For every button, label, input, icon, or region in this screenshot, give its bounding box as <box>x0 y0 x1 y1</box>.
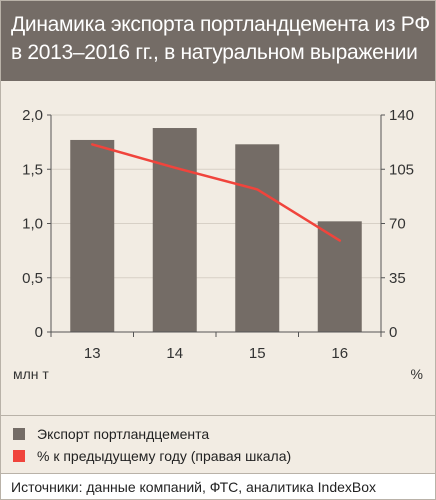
left-tick-label: 1,0 <box>22 216 43 233</box>
x-tick-label-14: 14 <box>166 345 183 362</box>
chart-header: Динамика экспорта портландцемента из РФ … <box>1 1 435 81</box>
legend-label-bars: Экспорт портландцемента <box>37 426 210 442</box>
legend-swatch-line <box>13 450 25 462</box>
bar-16 <box>317 221 362 332</box>
bar-15 <box>235 144 280 332</box>
right-tick-label: 140 <box>389 107 414 124</box>
x-tick-label-13: 13 <box>84 345 101 362</box>
x-tick-label-16: 16 <box>331 345 348 362</box>
left-tick-label: 0 <box>35 324 43 341</box>
left-tick-label: 2,0 <box>22 107 43 124</box>
right-tick-label: 35 <box>389 270 406 287</box>
legend-label-line: % к предыдущему году (правая шкала) <box>37 448 292 464</box>
legend-item-line: % к предыдущему году (правая шкала) <box>13 447 291 465</box>
chart-title-line-2: в 2013–2016 гг., в натуральном выражении <box>11 41 418 64</box>
percent-change-line <box>91 143 342 242</box>
legend-swatch-bars <box>13 428 25 440</box>
source-note: Источники: данные компаний, ФТС, аналити… <box>1 473 435 499</box>
right-unit-label: % <box>411 366 423 382</box>
chart-title-line-1: Динамика экспорта портландцемента из РФ <box>11 13 430 36</box>
right-tick-label: 105 <box>389 161 414 178</box>
chart: 0 0,5 1,0 1,5 2,0 0 35 70 105 140 13 14 15 16 млн т% <box>13 107 423 382</box>
right-tick-label: 70 <box>389 216 406 233</box>
x-tick-label-15: 15 <box>249 345 266 362</box>
left-tick-label: 1,5 <box>22 161 43 178</box>
left-unit-label: млн т <box>13 366 49 382</box>
left-tick-label: 0,5 <box>22 270 43 287</box>
legend-divider <box>1 415 435 416</box>
bar-13 <box>70 139 115 332</box>
right-tick-label: 0 <box>389 324 397 341</box>
legend-item-bars: Экспорт портландцемента <box>13 425 209 443</box>
bar-14 <box>152 128 197 332</box>
